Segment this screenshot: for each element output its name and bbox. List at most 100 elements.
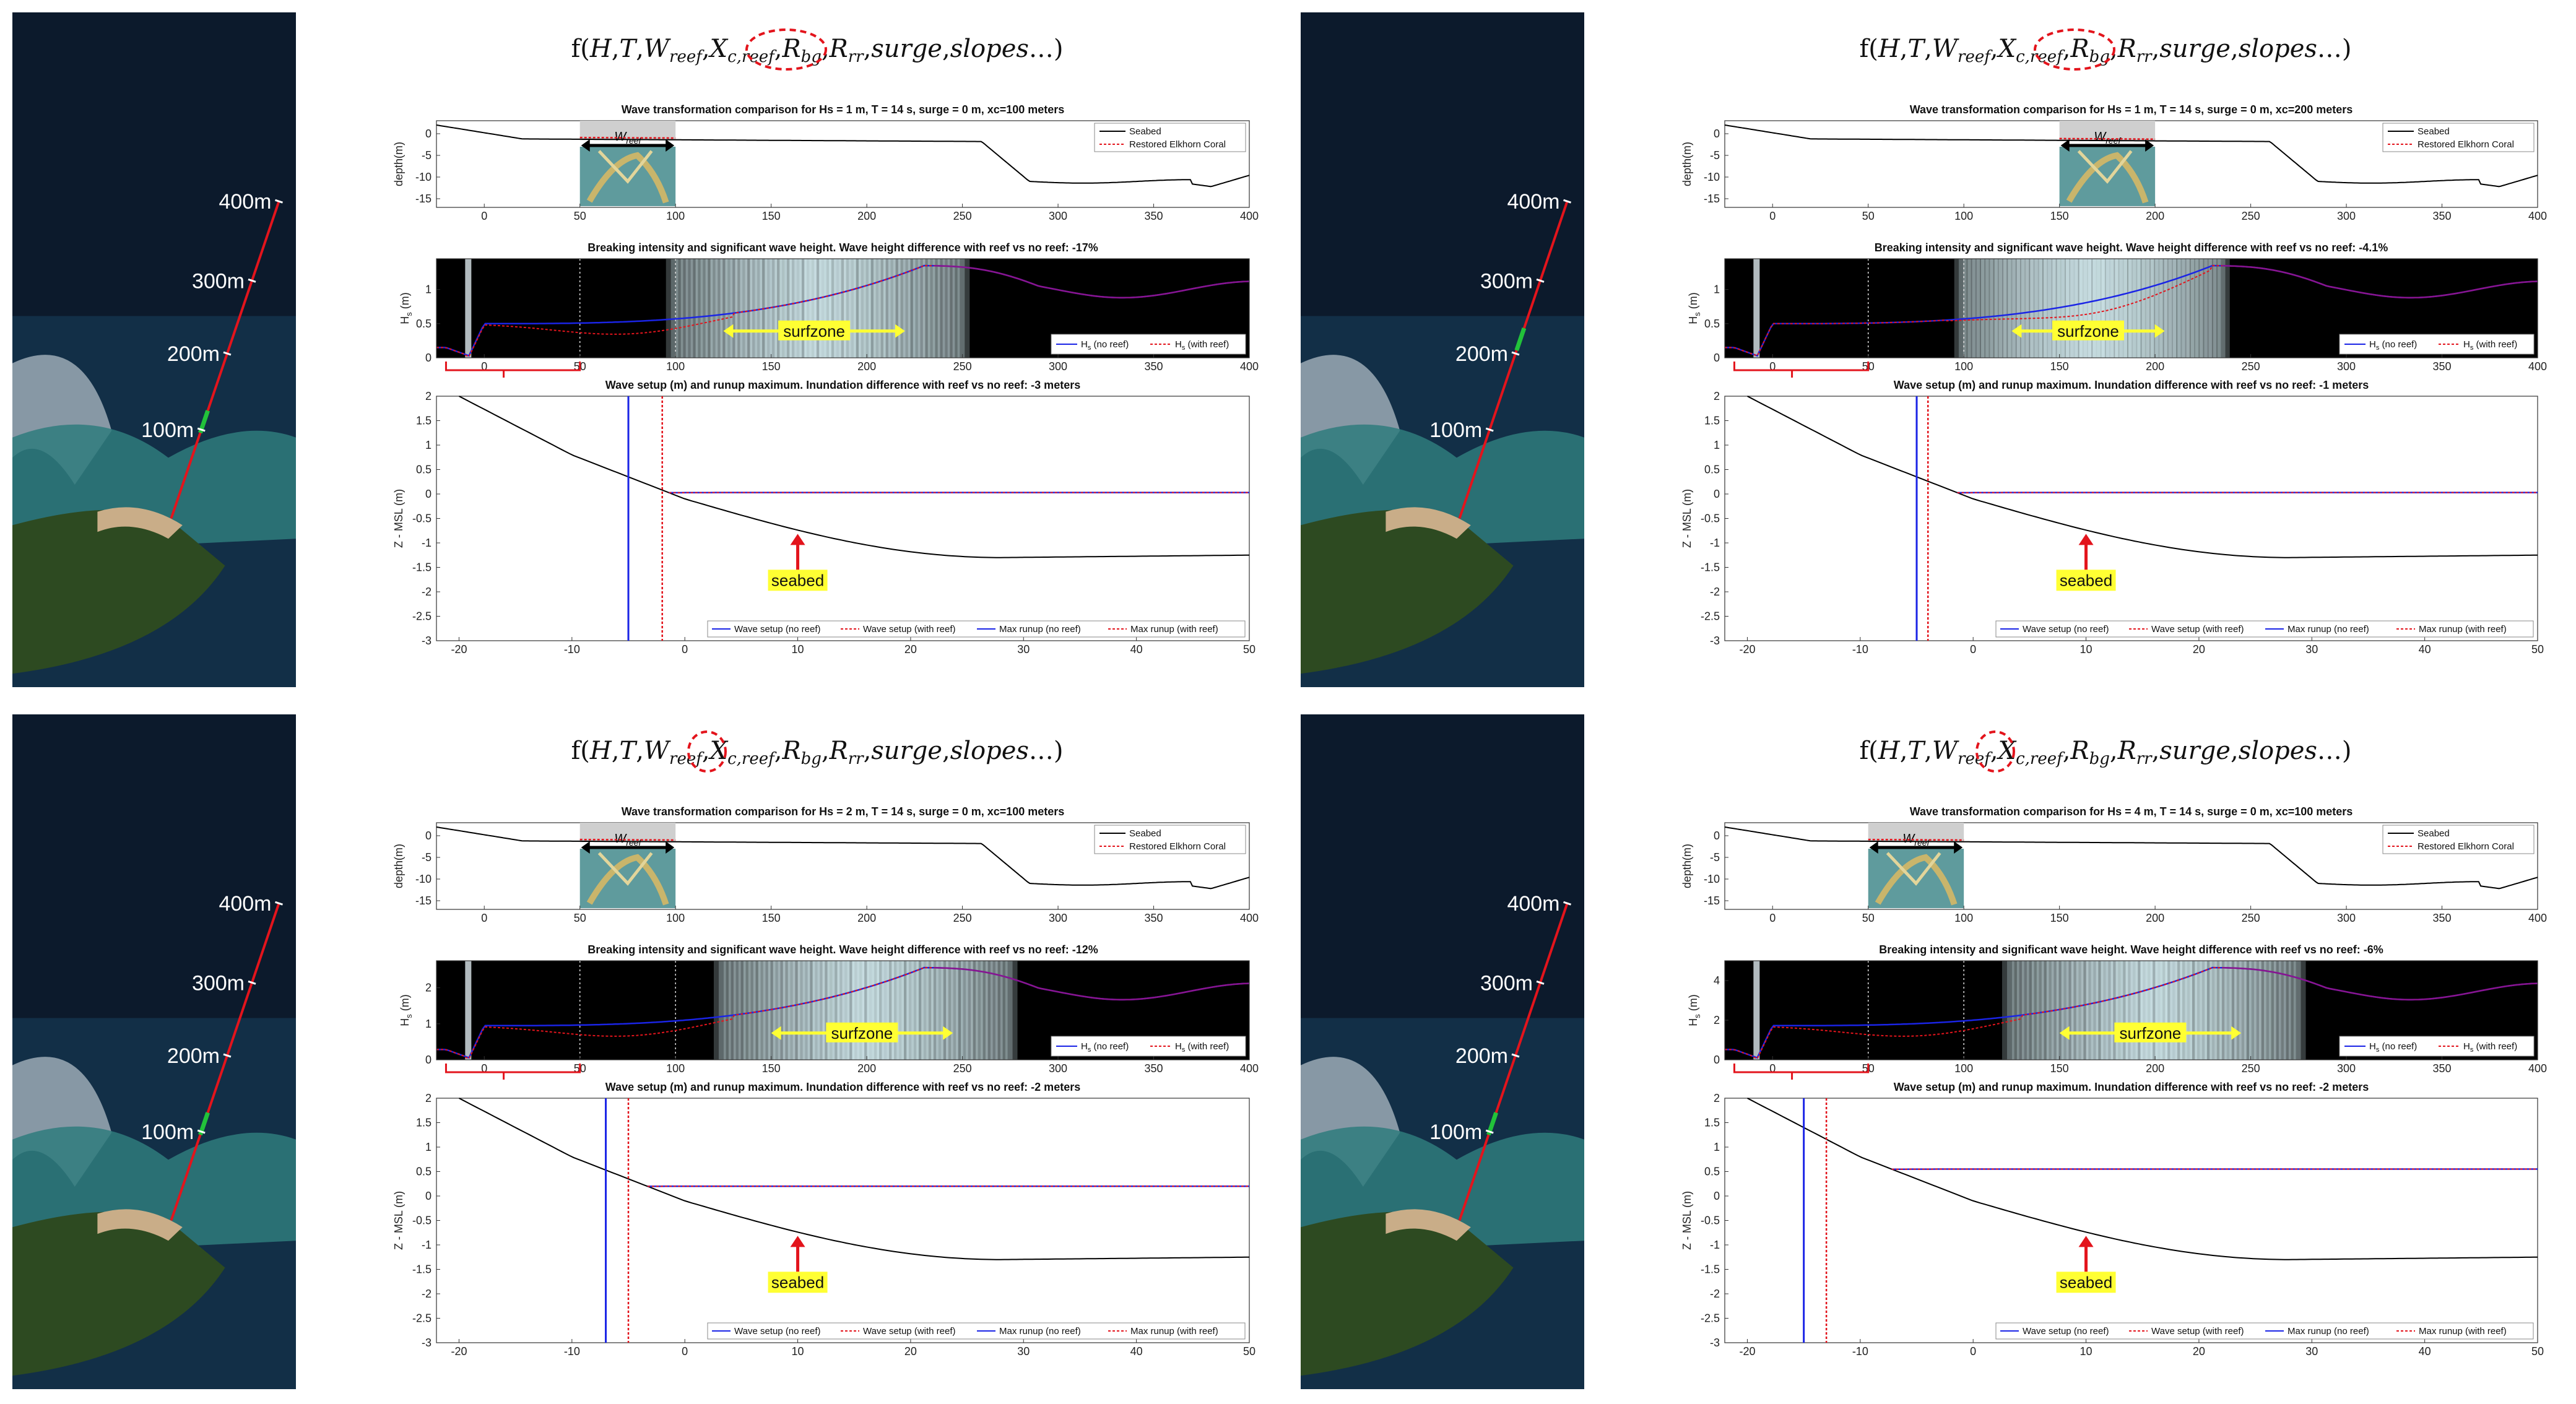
z-ylabel: Z - MSL (m) [1681, 1191, 1693, 1250]
breaking-stripe [750, 259, 763, 358]
breaking-stripe [858, 259, 871, 358]
surfzone-annotation: surfzone [723, 320, 905, 340]
wreef-w: W [2094, 130, 2107, 144]
distance-label: 100m [1429, 1120, 1482, 1144]
y-tick-label: 2 [1714, 1014, 1720, 1026]
depth-plot-title: Wave transformation comparison for Hs = … [1910, 103, 2353, 116]
x-tick-label: 250 [953, 360, 972, 373]
x-tick-label: 30 [1017, 643, 1030, 656]
formula-comma: , [822, 737, 830, 765]
seabed-annotation: seabed [2056, 1236, 2116, 1293]
formula-w-sub: reef [1958, 48, 1993, 66]
x-tick-label: 0 [481, 1062, 487, 1075]
breaking-stripe [956, 961, 968, 1060]
breaking-stripe [2293, 961, 2306, 1060]
hs-plot-frame [1724, 960, 2538, 1060]
legend-box [1995, 620, 2534, 638]
y-tick-label: 0 [425, 830, 432, 842]
breaking-stripe [2195, 961, 2207, 1060]
y-tick-label: -2.5 [412, 610, 432, 623]
breaking-stripe [2208, 259, 2221, 358]
hs-offshore-line [2222, 967, 2538, 1001]
setup-legend: Wave setup (no reef) Wave setup (with ree… [1995, 620, 2534, 638]
breaking-stripe [695, 259, 708, 358]
breaking-stripe [753, 961, 766, 1060]
formula-rrr-sub: rr [2136, 48, 2153, 66]
distance-label: 400m [219, 190, 271, 214]
surfzone-arrowhead [2154, 324, 2165, 338]
legend-box [1051, 1036, 1246, 1057]
seabed-label-bg [2056, 1272, 2116, 1293]
y-tick-label: 0 [425, 1054, 432, 1066]
hs-ylabel: Hs (m) [1687, 994, 1702, 1026]
seabed-label-bg [768, 1272, 828, 1293]
formula-comma: , [1990, 35, 1998, 63]
x-tick-label: 300 [1049, 912, 1067, 924]
legend-label: Restored Elkhorn Coral [2418, 841, 2514, 852]
breaking-stripe [700, 259, 713, 358]
x-tick-label: 350 [2433, 210, 2452, 222]
transect-line [1458, 201, 1569, 519]
hs-plot-frame [436, 258, 1250, 358]
hs-ylabel-unit: (m) [1687, 292, 1699, 312]
formula-x: X [1997, 35, 2017, 63]
legend-rest: (with reef) [2473, 1041, 2517, 1052]
x-tick-label: 100 [666, 360, 685, 373]
satellite-image: 400m 300m 200m 100m [12, 714, 296, 1389]
depth-plot-title: Wave transformation comparison for Hs = … [622, 805, 1065, 818]
breaking-stripe [2091, 961, 2104, 1060]
breaking-stripe [728, 961, 741, 1060]
land-vegetation [1301, 1211, 1514, 1376]
x-tick-label: 150 [2050, 360, 2069, 373]
y-tick-label: -3 [422, 635, 432, 647]
hs-plot-title: Breaking intensity and significant wave … [588, 943, 1098, 956]
formula-rrr-sub: rr [2136, 750, 2153, 768]
reef-segment [1514, 327, 1527, 352]
formula-end: …) [1029, 35, 1064, 63]
breaking-stripe [1005, 961, 1018, 1060]
formula-w: W [644, 737, 671, 765]
breaking-stripe [2283, 961, 2296, 1060]
breaking-stripe [713, 961, 726, 1060]
breaking-stripe [690, 259, 703, 358]
breaking-stripe [710, 259, 723, 358]
seabed-line [436, 124, 1250, 188]
breaking-stripe [913, 259, 926, 358]
x-tick-label: 100 [1954, 912, 1973, 924]
depth-ylabel: depth(m) [392, 142, 405, 186]
x-tick-label: 0 [481, 360, 487, 373]
distance-tick [275, 901, 283, 906]
x-tick-label: 50 [1243, 643, 1255, 656]
x-tick-label: 150 [2050, 912, 2069, 924]
legend-label: Max runup (no reef) [999, 624, 1081, 635]
breaking-stripe [942, 259, 955, 358]
x-tick-label: 350 [1145, 912, 1163, 924]
breaking-stripe [787, 961, 800, 1060]
formula-rbg: R [781, 737, 800, 765]
coral-branch [586, 152, 669, 204]
legend-label: Wave setup (with reef) [863, 1326, 956, 1337]
breaking-stripe [723, 961, 736, 1060]
breaking-stripe [1967, 259, 1980, 358]
panel-bottom-left: 400m 300m 200m 100m f(H,T,Wreef,Xc,reef,Rbg,… [0, 702, 1288, 1404]
formula-comma: , [612, 737, 620, 765]
breaking-stripe [1976, 259, 1989, 358]
x-tick-label: 250 [2242, 360, 2260, 373]
formula-w: W [1932, 737, 1959, 765]
surfzone-label-bg [778, 320, 851, 340]
legend-sub: s [1182, 1046, 1186, 1054]
wreef-w: W [614, 832, 627, 846]
breaking-stripe [2204, 259, 2217, 358]
legend-box [2382, 825, 2535, 854]
breaking-stripe [985, 961, 998, 1060]
breaking-stripe [680, 259, 693, 358]
seabed-arrowhead [790, 534, 805, 545]
x-tick-label: -20 [1739, 1345, 1755, 1358]
breaking-stripe [2253, 961, 2266, 1060]
breaking-stripe [1753, 259, 1760, 358]
x-tick-label: 40 [2419, 643, 2431, 656]
transect-line [1458, 903, 1569, 1221]
hs-offshore-line [934, 265, 1250, 299]
highlight-ellipse [687, 730, 727, 773]
seabed-arrowhead [2078, 1236, 2094, 1247]
